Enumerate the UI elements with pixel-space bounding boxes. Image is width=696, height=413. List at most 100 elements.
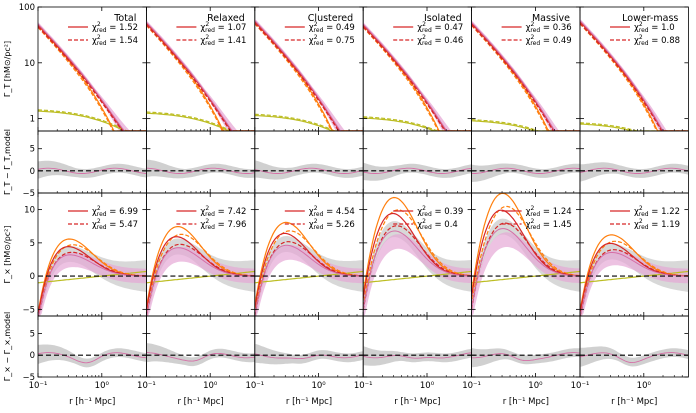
plot-area (471, 193, 581, 316)
subplot-gamma_t_residual (579, 130, 689, 194)
subplot-gamma_t_residual (37, 130, 147, 194)
model-dashed-line (363, 225, 472, 311)
plot-area (580, 346, 689, 367)
subplot-gamma_t (362, 6, 473, 132)
model-solid-line (580, 21, 689, 131)
one-halo-dashed-line (146, 233, 255, 315)
model-dashed-line (363, 26, 472, 131)
panel-title: Isolated (424, 13, 462, 24)
residual-error-band (38, 160, 147, 179)
legend-label-dashed: χ2 red = 1.45 (526, 218, 572, 231)
legend-label-solid: χ2 red = 0.47 (417, 21, 463, 34)
y-axis-label: Γ_T − Γ_T,model (3, 129, 12, 195)
legend-label-solid: χ2 red = 6.99 (92, 205, 138, 218)
gamma-x-data-line (471, 228, 581, 309)
y-tick-label: 10 (24, 206, 35, 216)
one-halo-dashed-line (254, 230, 364, 314)
x-tick-label: 10⁻¹ (462, 381, 481, 391)
one-halo-solid-line (471, 193, 581, 293)
panel-frame (254, 315, 364, 378)
gamma-x-error-band-pink (146, 247, 255, 316)
residual-error-band (580, 162, 689, 182)
subplot-gamma_x (471, 192, 581, 317)
subplot-gamma_t_residual (471, 130, 581, 194)
residual-line (363, 352, 472, 359)
gamma-x-error-band-pink (254, 245, 364, 316)
one-halo-dashed-line (146, 25, 255, 131)
plot-area (38, 22, 147, 131)
x-axis-label: r [h⁻¹ Mpc] (503, 397, 549, 407)
model-dashed-line (146, 24, 255, 131)
panel-title: Clustered (308, 13, 353, 24)
residual-line (580, 352, 689, 364)
plot-area (38, 160, 147, 179)
subplot-gamma_x (254, 192, 364, 317)
plot-area (363, 162, 472, 181)
x-tick-label: 10⁰ (203, 381, 218, 391)
panel-frame (362, 315, 473, 378)
legend-label-dashed: χ2 red = 0.49 (526, 34, 572, 47)
residual-error-band (146, 159, 255, 179)
plot-area (580, 234, 689, 316)
one-halo-dashed-line (471, 205, 581, 306)
y-axis-label: Γ_× − Γ_×,model (3, 312, 12, 382)
subplot-gamma_x_residual (37, 315, 147, 378)
subplot-gamma_x (145, 192, 256, 317)
one-halo-solid-line (38, 24, 147, 131)
plot-area (254, 343, 364, 365)
panel-frame (145, 315, 256, 378)
legend-label-dashed: χ2 red = 5.26 (309, 218, 355, 231)
model-solid-line (363, 24, 472, 131)
residual-line (254, 353, 364, 360)
gamma-x-error-band-pink (38, 252, 147, 316)
two-halo-dashed-line (471, 119, 580, 131)
subplot-gamma_x_residual (254, 315, 364, 378)
two-halo-solid-line (471, 120, 580, 131)
legend-label-solid: χ2 red = 0.49 (309, 21, 355, 34)
model-solid-line (254, 21, 364, 131)
subplot-gamma_x_residual (471, 315, 581, 378)
model-dashed-line (580, 22, 689, 131)
legend-label-solid: χ2 red = 1.07 (200, 21, 246, 34)
two-halo-solid-line (146, 112, 255, 131)
one-halo-dashed-line (363, 209, 472, 307)
subplot-gamma_x (579, 192, 689, 317)
plot-area (580, 162, 689, 182)
two-halo-dashed-line (254, 113, 364, 131)
panel-title: Relaxed (207, 13, 245, 24)
two-halo-solid-line (254, 114, 364, 131)
y-tick-label: 5 (30, 239, 35, 249)
panel-title: Massive (532, 13, 570, 24)
legend-label-solid: χ2 red = 1.22 (634, 205, 680, 218)
model-dashed-line (471, 24, 580, 131)
one-halo-dashed-line (580, 240, 689, 316)
one-halo-dashed-line (38, 244, 147, 316)
legend-label-dashed: χ2 red = 0.46 (417, 34, 463, 47)
residual-line (254, 167, 364, 174)
subplot-gamma_t (145, 6, 256, 132)
plot-area (38, 344, 147, 368)
residual-error-band (471, 163, 580, 182)
residual-error-band (363, 346, 472, 366)
x-tick-label: 10⁰ (311, 381, 326, 391)
one-halo-dashed-line (363, 26, 472, 131)
subplot-gamma_t (254, 6, 364, 132)
legend-label-solid: χ2 red = 0.39 (417, 205, 463, 218)
two-halo-line (146, 270, 255, 284)
gamma-x-data-line (254, 244, 364, 316)
x-axis-label: r [h⁻¹ Mpc] (69, 397, 115, 407)
gamma-x-data-line (146, 247, 255, 316)
two-halo-dashed-line (363, 116, 472, 131)
subplot-gamma_x_residual (579, 315, 689, 378)
